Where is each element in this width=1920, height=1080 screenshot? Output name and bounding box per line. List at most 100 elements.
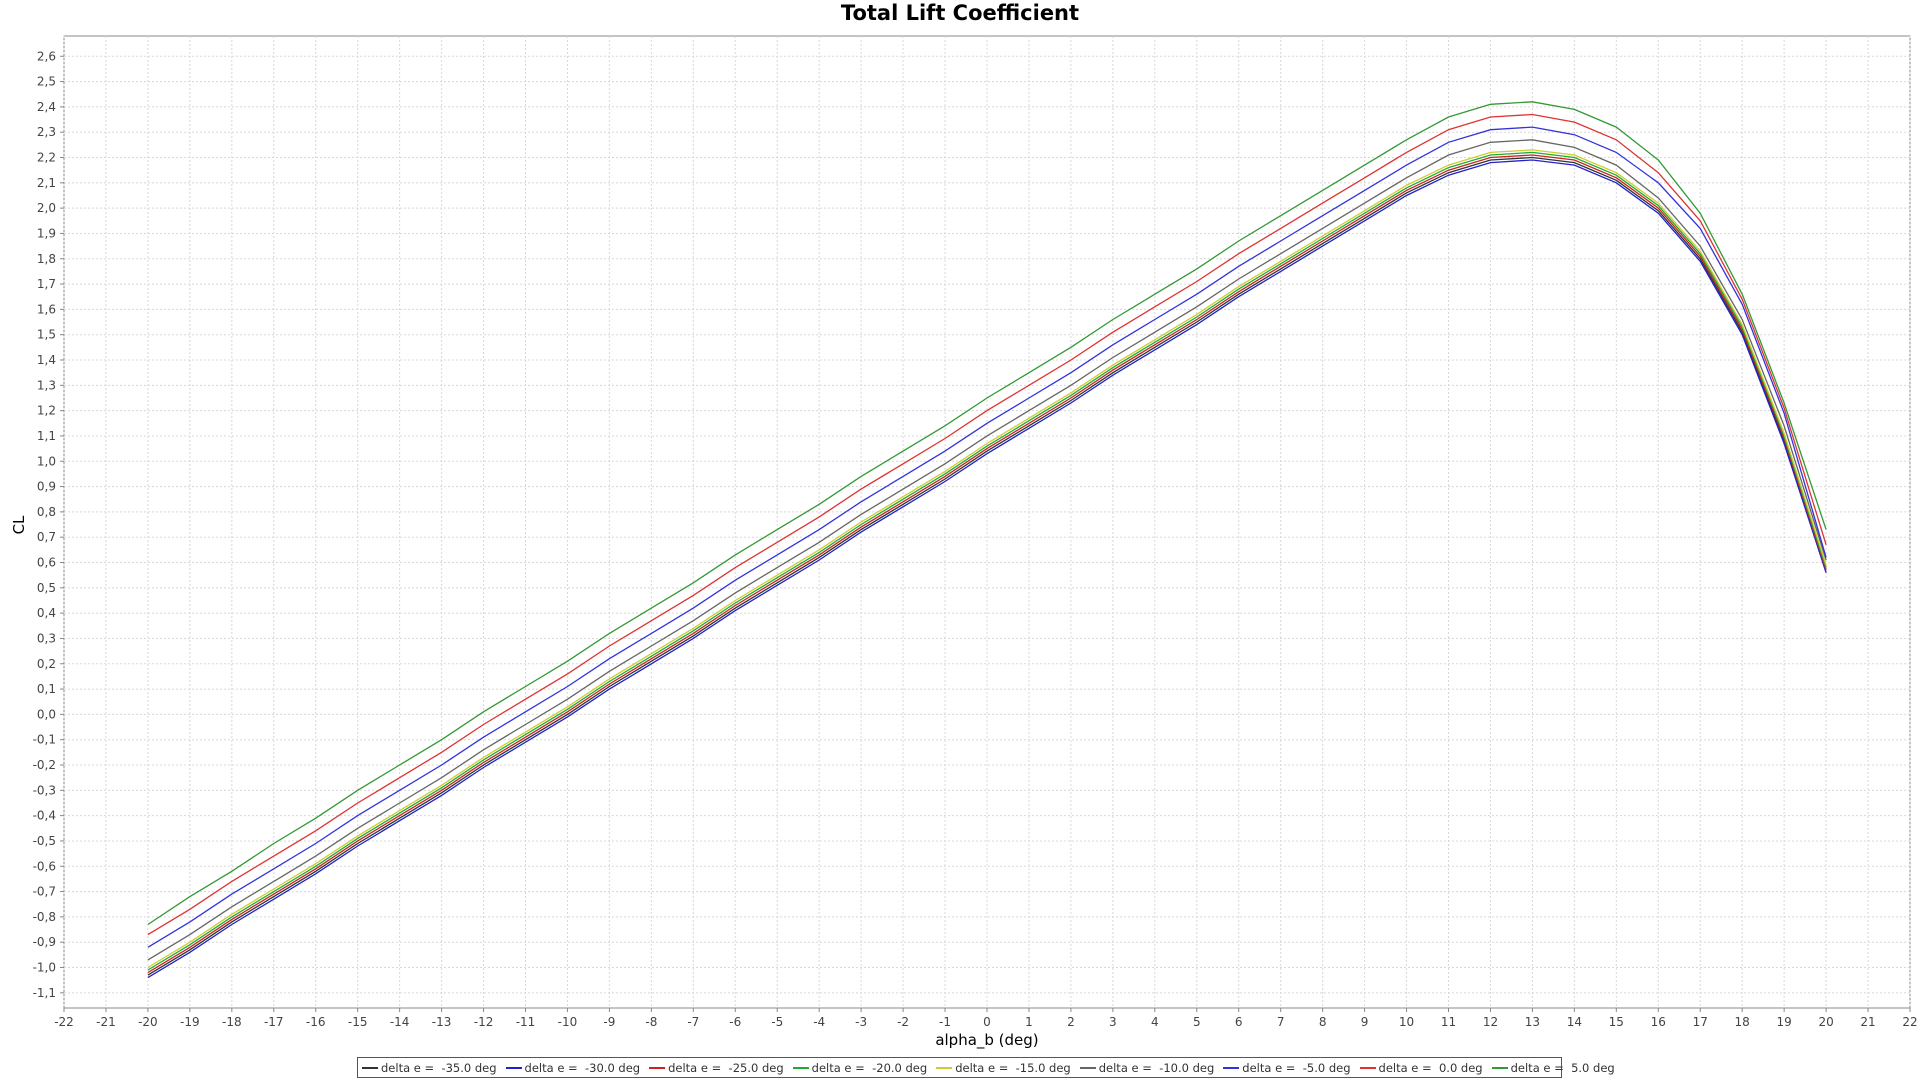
legend-swatch — [649, 1066, 666, 1069]
series-line-1 — [147, 159, 1827, 979]
x-tick-label: -15 — [348, 1015, 368, 1029]
y-tick-label: -0,7 — [33, 885, 56, 899]
x-tick-label: -20 — [138, 1015, 158, 1029]
legend-label: delta e = -20.0 deg — [811, 1060, 928, 1075]
x-tick-label: 8 — [1319, 1015, 1327, 1029]
x-tick-label: -11 — [516, 1015, 536, 1029]
y-tick-label: 0,7 — [37, 530, 56, 544]
chart-title: Total Lift Coefficient — [840, 1, 1080, 25]
x-tick-label: -3 — [855, 1015, 867, 1029]
y-tick-label: 1,0 — [37, 454, 56, 468]
y-tick-label: 2,6 — [37, 49, 56, 63]
y-tick-label: 2,0 — [37, 201, 56, 215]
x-tick-label: -4 — [813, 1015, 825, 1029]
x-tick-label: -10 — [558, 1015, 578, 1029]
legend-swatch — [1491, 1066, 1508, 1069]
y-tick-label: 1,6 — [37, 302, 56, 316]
x-tick-label: 7 — [1277, 1015, 1285, 1029]
x-tick-label: 10 — [1399, 1015, 1414, 1029]
y-tick-label: -0,6 — [33, 859, 56, 873]
legend-item: delta e = -35.0 deg — [362, 1061, 497, 1075]
x-tick-label: 19 — [1776, 1015, 1791, 1029]
legend-label: delta e = -15.0 deg — [955, 1060, 1071, 1075]
legend-swatch — [1223, 1066, 1240, 1069]
x-tick-label: -22 — [54, 1015, 74, 1029]
y-tick-label: 0,5 — [37, 581, 56, 595]
legend-swatch — [1359, 1066, 1376, 1069]
x-tick-label: 21 — [1860, 1015, 1875, 1029]
y-tick-label: 0,1 — [37, 682, 56, 696]
legend-label: delta e = -30.0 deg — [524, 1060, 641, 1075]
legend-swatch — [792, 1066, 809, 1069]
x-tick-label: 13 — [1525, 1015, 1540, 1029]
legend-item: delta e = -30.0 deg — [505, 1060, 641, 1075]
x-tick-label: -9 — [603, 1015, 615, 1029]
y-tick-label: -1,0 — [33, 961, 56, 975]
y-tick-label: 1,3 — [37, 378, 56, 392]
y-tick-label: 0,8 — [37, 505, 56, 519]
x-tick-label: 9 — [1361, 1015, 1369, 1029]
x-tick-label: -18 — [222, 1015, 242, 1029]
y-tick-label: -0,3 — [33, 783, 56, 797]
y-tick-label: 2,5 — [37, 75, 56, 89]
series-line-4 — [147, 149, 1827, 969]
legend-item: delta e = -10.0 deg — [1079, 1060, 1215, 1075]
y-tick-label: 2,2 — [37, 151, 56, 165]
legend-swatch — [936, 1066, 953, 1069]
x-tick-label: -16 — [306, 1015, 326, 1029]
y-tick-label: 1,2 — [37, 404, 56, 418]
x-tick-label: 12 — [1483, 1015, 1498, 1029]
y-tick-label: 1,8 — [37, 252, 56, 266]
y-tick-label: 1,9 — [37, 226, 56, 240]
series-line-5 — [147, 139, 1827, 961]
x-tick-label: 6 — [1235, 1015, 1243, 1029]
series-line-8 — [147, 101, 1827, 926]
x-tick-label: -21 — [96, 1015, 116, 1029]
y-tick-label: 1,7 — [37, 277, 56, 291]
series-line-0 — [147, 156, 1827, 976]
y-tick-label: -1,1 — [33, 986, 56, 1000]
legend-item: delta e = 5.0 deg — [1491, 1061, 1615, 1075]
x-tick-label: -8 — [645, 1015, 657, 1029]
y-tick-label: 2,4 — [37, 100, 56, 114]
y-tick-label: -0,5 — [33, 834, 56, 848]
series-line-2 — [147, 154, 1827, 974]
legend-item: delta e = -20.0 deg — [792, 1060, 928, 1075]
legend-label: delta e = 0.0 deg — [1378, 1060, 1483, 1075]
x-tick-label: 16 — [1651, 1015, 1666, 1029]
x-tick-label: 11 — [1441, 1015, 1456, 1029]
legend-label: delta e = -5.0 deg — [1242, 1060, 1351, 1075]
x-tick-label: -13 — [432, 1015, 452, 1029]
legend-swatch — [1079, 1066, 1096, 1069]
series-line-3 — [147, 151, 1827, 971]
x-tick-label: 3 — [1109, 1015, 1117, 1029]
legend-item: delta e = -15.0 deg — [936, 1061, 1071, 1075]
x-tick-label: 18 — [1735, 1015, 1750, 1029]
legend: delta e = -35.0 deg delta e = -30.0 deg de… — [357, 1057, 1615, 1078]
x-tick-label: -17 — [264, 1015, 284, 1029]
x-tick-label: 1 — [1025, 1015, 1033, 1029]
x-tick-label: -6 — [729, 1015, 741, 1029]
y-tick-label: 0,2 — [37, 657, 56, 671]
y-tick-label: 0,3 — [37, 631, 56, 645]
legend-item: delta e = 0.0 deg — [1359, 1060, 1483, 1075]
legend-swatch — [362, 1066, 378, 1069]
x-tick-label: -19 — [180, 1015, 200, 1029]
y-tick-label: -0,4 — [33, 809, 56, 823]
y-tick-label: 2,3 — [37, 125, 56, 139]
y-tick-label: 0,6 — [37, 556, 56, 570]
legend-label: delta e = -25.0 deg — [668, 1060, 784, 1075]
legend-label: delta e = -35.0 deg — [381, 1060, 497, 1075]
x-tick-label: -14 — [390, 1015, 410, 1029]
x-tick-label: 17 — [1693, 1015, 1708, 1029]
legend-item: delta e = -5.0 deg — [1223, 1060, 1351, 1075]
y-tick-label: 2,1 — [37, 176, 56, 190]
x-tick-label: 22 — [1902, 1015, 1917, 1029]
y-tick-label: -0,2 — [33, 758, 56, 772]
y-tick-label: 1,5 — [37, 328, 56, 342]
x-tick-label: 4 — [1151, 1015, 1159, 1029]
tick-layer: -22 -21 -20 -19 -18 -17 -16 -15 -14 -13 -12 -11 -10-… — [33, 49, 1918, 1029]
y-tick-label: 1,1 — [37, 429, 56, 443]
legend-label: delta e = -10.0 deg — [1098, 1060, 1215, 1075]
